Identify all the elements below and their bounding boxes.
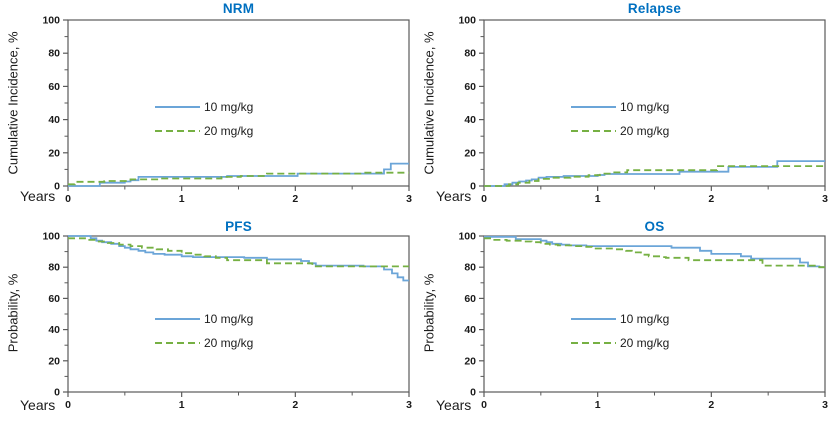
panel-relapse: 0 20 40 60 80 100 0 1 2 3 Relapse Cumulative Inci… [416, 0, 831, 211]
legend-line-solid-icon [571, 106, 616, 108]
chart-title-nrm: NRM [222, 1, 255, 16]
plot-area-os: 0 20 40 60 80 100 0 1 2 3 [458, 231, 828, 412]
legend-line-dashed-icon [571, 130, 616, 132]
x-tick-label: 0 [65, 193, 71, 205]
y-tick-label: 100 [458, 15, 476, 27]
series-line-10mgkg [484, 160, 825, 187]
panel-nrm: 0 20 40 60 80 100 0 1 2 3 NRM Cumulative Incidenc… [0, 0, 415, 211]
x-tick-label: 0 [65, 399, 71, 411]
legend-nrm: 10 mg/kg 20 mg/kg [155, 95, 253, 143]
legend-item-10mgkg: 10 mg/kg [571, 95, 669, 119]
y-axis-label-nrm: Cumulative Incidence, % [5, 31, 21, 175]
legend-label: 20 mg/kg [204, 124, 254, 138]
plot-area-nrm: 0 20 40 60 80 100 0 1 2 3 [42, 15, 412, 206]
legend-label: 10 mg/kg [620, 100, 670, 114]
legend-label: 20 mg/kg [204, 336, 254, 350]
y-tick-label: 60 [48, 81, 60, 93]
legend-label: 20 mg/kg [620, 124, 670, 138]
legend-label: 20 mg/kg [620, 336, 670, 350]
x-tick-label: 2 [292, 193, 298, 205]
y-axis-label-os: Probability, % [421, 273, 437, 353]
legend-relapse: 10 mg/kg 20 mg/kg [571, 95, 669, 143]
x-tick-label: 1 [595, 399, 601, 411]
legend-line-dashed-icon [155, 130, 200, 132]
y-tick-label: 40 [48, 114, 60, 126]
x-tick-label: 3 [406, 193, 412, 205]
panel-pfs: 0 20 40 60 80 100 0 1 2 3 PFS Probability, % Year… [0, 212, 415, 423]
legend-item-20mgkg: 20 mg/kg [571, 331, 669, 355]
y-tick-label: 0 [54, 181, 60, 193]
y-tick-label: 20 [464, 147, 476, 159]
legend-pfs: 10 mg/kg 20 mg/kg [155, 307, 253, 355]
panel-os: 0 20 40 60 80 100 0 1 2 3 OS Probability, % Years… [416, 212, 831, 423]
legend-item-10mgkg: 10 mg/kg [155, 95, 253, 119]
legend-item-10mgkg: 10 mg/kg [571, 307, 669, 331]
y-tick-label: 20 [464, 355, 476, 367]
plot-area-pfs: 0 20 40 60 80 100 0 1 2 3 [42, 231, 412, 412]
y-tick-label: 20 [48, 355, 60, 367]
y-tick-label: 40 [464, 324, 476, 336]
series-line-10mgkg [484, 235, 825, 269]
legend-item-10mgkg: 10 mg/kg [155, 307, 253, 331]
y-tick-label: 80 [48, 262, 60, 274]
chart-title-relapse: Relapse [627, 1, 682, 16]
y-tick-label: 60 [464, 293, 476, 305]
x-tick-label: 1 [179, 193, 185, 205]
series-line-10mgkg [68, 162, 409, 187]
x-tick-label: 0 [481, 193, 487, 205]
y-tick-label: 60 [464, 81, 476, 93]
y-tick-label: 20 [48, 147, 60, 159]
y-tick-label: 80 [464, 262, 476, 274]
y-axis-label-relapse: Cumulative Incidence, % [421, 31, 437, 175]
legend-item-20mgkg: 20 mg/kg [155, 331, 253, 355]
y-tick-label: 80 [464, 48, 476, 60]
legend-label: 10 mg/kg [620, 312, 670, 326]
legend-item-20mgkg: 20 mg/kg [155, 119, 253, 143]
legend-line-solid-icon [155, 318, 200, 320]
plot-area-relapse: 0 20 40 60 80 100 0 1 2 3 [458, 15, 828, 206]
x-axis-label-nrm: Years [20, 188, 56, 204]
legend-label: 10 mg/kg [204, 100, 254, 114]
y-tick-label: 80 [48, 48, 60, 60]
legend-label: 10 mg/kg [204, 312, 254, 326]
legend-line-dashed-icon [155, 342, 200, 344]
x-tick-label: 3 [822, 399, 828, 411]
y-tick-label: 0 [470, 387, 476, 399]
series-line-20mgkg [484, 237, 825, 269]
legend-item-20mgkg: 20 mg/kg [571, 119, 669, 143]
chart-title-os: OS [644, 219, 665, 234]
y-tick-label: 100 [458, 231, 476, 243]
x-axis-label-relapse: Years [436, 188, 472, 204]
x-tick-label: 3 [406, 399, 412, 411]
series-line-20mgkg [68, 171, 409, 186]
series-line-20mgkg [68, 237, 409, 268]
x-tick-label: 3 [822, 193, 828, 205]
series-line-20mgkg [484, 165, 825, 187]
y-tick-label: 60 [48, 293, 60, 305]
legend-os: 10 mg/kg 20 mg/kg [571, 307, 669, 355]
x-tick-label: 0 [481, 399, 487, 411]
x-tick-label: 2 [708, 399, 714, 411]
y-tick-label: 100 [42, 231, 60, 243]
y-tick-label: 0 [470, 181, 476, 193]
x-tick-label: 1 [179, 399, 185, 411]
y-axis-label-pfs: Probability, % [5, 273, 21, 353]
legend-line-dashed-icon [571, 342, 616, 344]
legend-line-solid-icon [155, 106, 200, 108]
x-axis-label-pfs: Years [20, 397, 56, 413]
y-tick-label: 40 [464, 114, 476, 126]
x-tick-label: 2 [708, 193, 714, 205]
y-tick-label: 40 [48, 324, 60, 336]
x-axis-label-os: Years [436, 397, 472, 413]
legend-line-solid-icon [571, 318, 616, 320]
x-tick-label: 2 [292, 399, 298, 411]
x-tick-label: 1 [595, 193, 601, 205]
chart-title-pfs: PFS [225, 219, 252, 234]
y-tick-label: 0 [54, 387, 60, 399]
y-tick-label: 100 [42, 15, 60, 27]
